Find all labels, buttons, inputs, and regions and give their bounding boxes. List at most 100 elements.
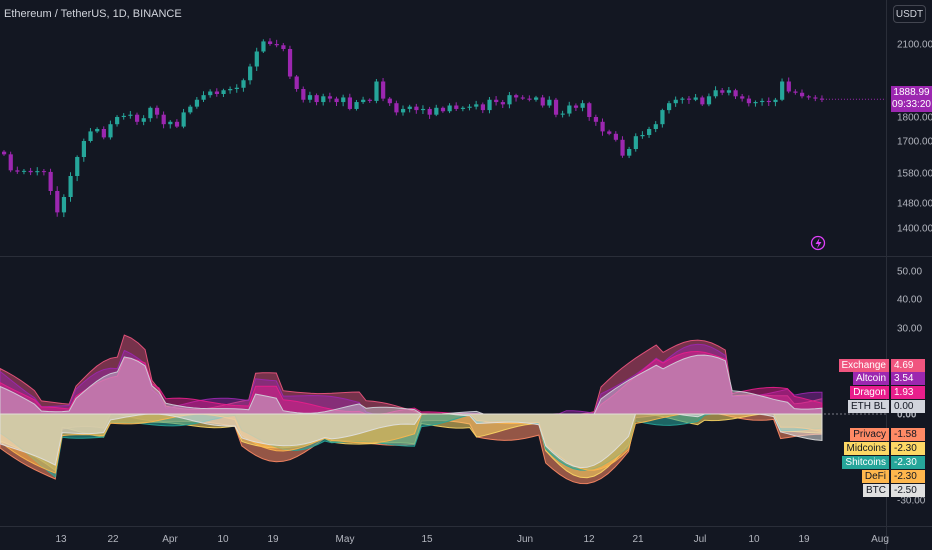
candle-body [228,89,233,91]
candle-body [387,98,392,104]
candle-body [567,105,572,114]
candle-body [580,103,585,108]
candle-body [248,66,253,81]
candle-body [573,105,579,108]
series-area-btc [0,413,823,469]
candle-body [806,96,811,98]
candle-body [254,51,259,67]
series-value-label: -2.30 [891,456,925,469]
candle-body [527,98,532,100]
time-tick-label: 15 [421,534,433,545]
candle-body [261,41,266,52]
time-tick-label: 19 [798,534,810,545]
candle-body [786,81,791,92]
candle-body [181,112,186,127]
time-tick-label: Jun [517,534,533,545]
candle-body [514,95,519,98]
candle-body [706,96,712,105]
series-area-exchange [0,334,823,415]
candle-body [819,98,825,100]
series-area-eth-bl [0,354,823,415]
series-value-label: -1.58 [891,428,925,441]
price-tick-label: 1480.00 [897,199,932,210]
candle-body [208,91,213,96]
candle-body [41,171,47,173]
series-value-label: 4.69 [891,359,925,372]
candle-body [168,121,173,125]
candle-body [8,154,13,171]
indicator-tick-label: 40.00 [897,295,922,306]
candle-body [440,107,446,112]
candle-body [401,108,406,113]
candle-body [294,76,299,89]
indicator-series [0,334,823,485]
candle-body [494,99,499,103]
candle-body [95,129,100,132]
candle-body [587,103,592,117]
time-tick-label: 10 [748,534,760,545]
indicator-tick-label: 50.00 [897,267,922,278]
candle-body [407,106,412,109]
series-name-label: Shitcoins [842,456,889,469]
candle-body [633,136,638,149]
candle-body [301,89,306,100]
price-tick-label: 1580.00 [897,169,932,180]
candle-body [487,99,492,111]
candle-body [480,104,485,111]
series-value-label: -2.30 [891,470,925,483]
candle-body [507,95,512,105]
candle-body [15,170,20,172]
series-value-label: 3.54 [891,372,925,385]
time-tick-label: Apr [162,534,178,545]
candle-body [135,114,140,122]
candle-body [740,96,745,99]
indicator-tick-label: 30.00 [897,324,922,335]
candle-body [686,98,692,100]
candle-body [327,96,333,99]
series-value-label: 1.93 [891,386,925,399]
series-value-label: -2.30 [891,442,925,455]
time-tick-label: 13 [55,534,67,545]
candle-body [121,115,126,117]
series-value-label: 0.00 [891,400,925,413]
candle-body [414,106,419,111]
candle-body [101,129,106,138]
candle-body [314,95,319,103]
series-value-label: -2.50 [891,484,925,497]
candle-body [620,139,625,156]
candle-body [800,92,805,97]
candle-body [68,176,73,197]
candle-body [354,102,359,109]
currency-button[interactable]: USDT [893,5,926,23]
indicator-tick-label: -30.00 [897,496,926,507]
candle-body [108,124,113,138]
candle-body [48,171,53,191]
candle-body [813,97,818,99]
candle-body [593,117,599,122]
candle-body [161,114,166,125]
candle-body [720,90,725,93]
series-name-label: Privacy [850,428,889,441]
candle-body [553,99,559,115]
current-price-value: 1888.99 [893,87,930,98]
candle-body [55,191,60,213]
time-tick-label: May [336,534,355,545]
candle-body [547,99,552,106]
candle-body [221,90,226,94]
candle-body [534,97,539,100]
series-name-label: DeFi [861,470,889,483]
candle-body [154,107,160,115]
series-name-label: Exchange [838,359,889,372]
time-tick-label: 12 [583,534,595,545]
candle-body [241,80,246,88]
candle-body [454,105,459,109]
indicator-tick-label: 0.00 [897,410,917,421]
time-tick-label: Jul [694,534,707,545]
candle-body [21,170,27,172]
candle-body [660,110,665,125]
candle-body [374,81,379,101]
candle-body [420,108,426,111]
candle-body [793,91,798,93]
candle-body [427,108,432,115]
